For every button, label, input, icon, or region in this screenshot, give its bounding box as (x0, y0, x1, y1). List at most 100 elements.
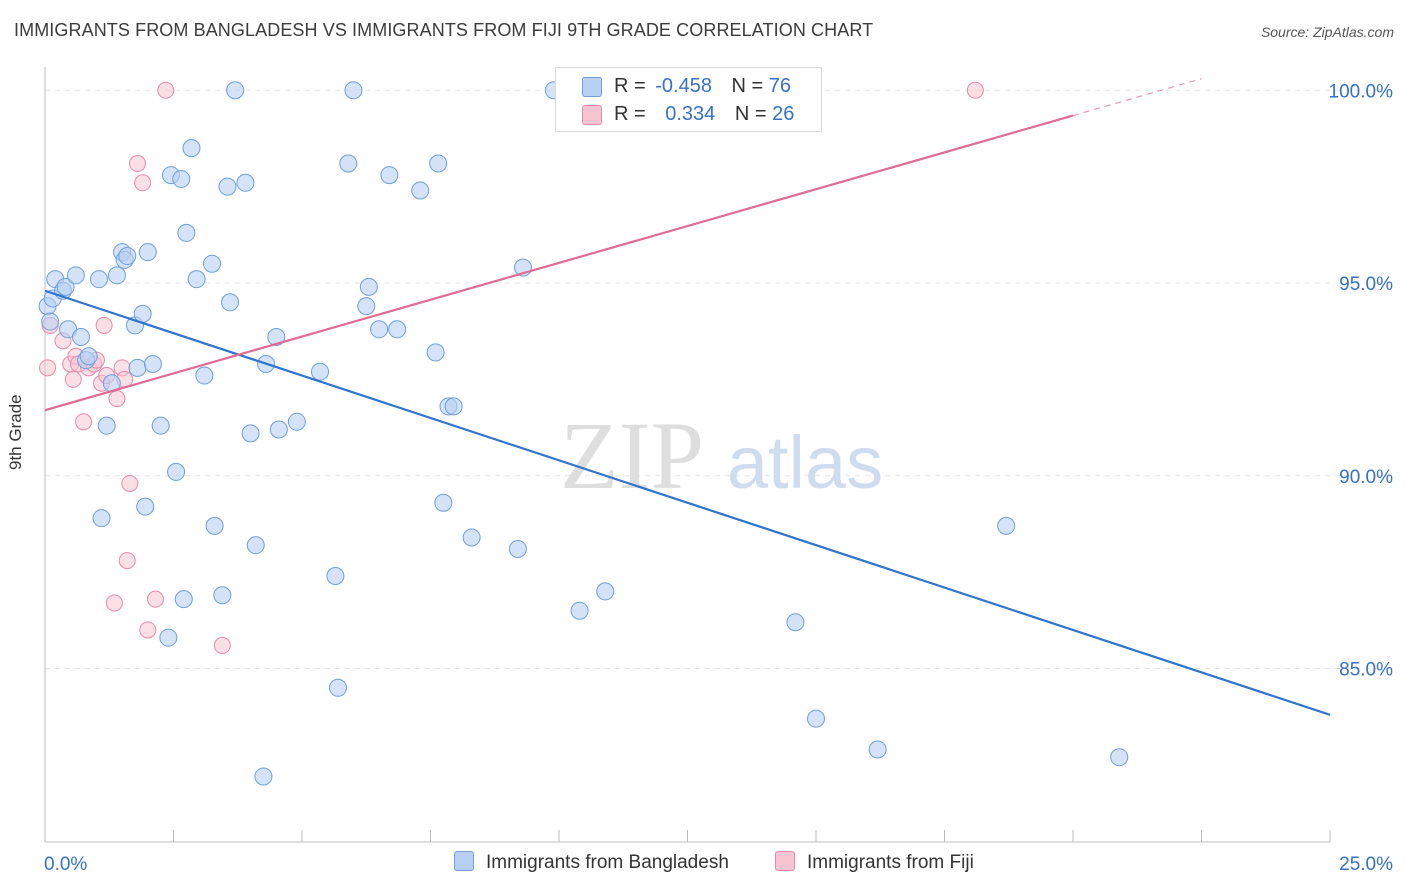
bangladesh-point (138, 243, 157, 262)
legend-r-label: R = (614, 103, 646, 125)
bangladesh-point (411, 181, 430, 200)
bangladesh-point (380, 166, 399, 185)
bangladesh-point (310, 362, 329, 381)
bangladesh-point (128, 358, 147, 377)
bottom-legend-swatch-fiji (775, 851, 795, 871)
bangladesh-point (172, 169, 191, 188)
bangladesh-point (195, 366, 214, 385)
fiji-point (105, 594, 123, 612)
bangladesh-point (71, 327, 90, 346)
bangladesh-point (213, 586, 232, 605)
fiji-point (129, 155, 147, 173)
watermark: ZIP atlas (560, 402, 883, 509)
bangladesh-point (218, 177, 237, 196)
bangladesh-point (444, 397, 463, 416)
x-tick-label: 25.0% (1339, 854, 1393, 875)
legend-swatch-bangladesh (582, 77, 602, 97)
bottom-legend-label-fiji: Immigrants from Fiji (807, 852, 974, 873)
bottom-legend-bangladesh[interactable]: Immigrants from Bangladesh (454, 851, 729, 874)
bangladesh-trendline (44, 289, 1331, 716)
bangladesh-point (56, 277, 75, 296)
bangladesh-point (205, 516, 224, 535)
fiji-point (118, 552, 136, 570)
bangladesh-point (426, 343, 445, 362)
fiji-point (95, 316, 113, 334)
bangladesh-point (508, 540, 527, 559)
bangladesh-point (786, 613, 805, 632)
fiji-point (39, 359, 57, 377)
bangladesh-point (462, 528, 481, 547)
bangladesh-point (1110, 748, 1129, 767)
axes (44, 67, 1331, 843)
legend-n-value: 76 (768, 75, 792, 97)
bangladesh-point (328, 678, 347, 697)
bangladesh-point (357, 297, 376, 316)
bangladesh-point (92, 509, 111, 528)
y-tick-label: 95.0% (1339, 274, 1393, 295)
x-tick-label: 0.0% (44, 854, 87, 875)
bangladesh-point (997, 516, 1016, 535)
bangladesh-point (868, 740, 887, 759)
bangladesh-point (167, 462, 186, 481)
bangladesh-point (429, 154, 448, 173)
y-axis-title: 9th Grade (6, 394, 25, 470)
bangladesh-point (177, 223, 196, 242)
fiji-point (121, 474, 139, 492)
fiji-point (108, 390, 126, 408)
watermark-zip: ZIP (560, 402, 704, 509)
bangladesh-points (38, 81, 1129, 786)
bangladesh-point (326, 567, 345, 586)
y-tick-label: 85.0% (1339, 660, 1393, 681)
stats-legend: R = -0.458 N = 76 R = 0.334 N = 26 (555, 67, 822, 132)
bangladesh-point (89, 270, 108, 289)
legend-swatch-fiji (582, 105, 602, 125)
bangladesh-point (203, 254, 222, 273)
bangladesh-point (143, 354, 162, 373)
fiji-point (213, 636, 231, 654)
bangladesh-point (254, 767, 273, 786)
legend-r-label: R = (614, 75, 646, 97)
bangladesh-point (174, 590, 193, 609)
bangladesh-point (221, 293, 240, 312)
bangladesh-point (151, 416, 170, 435)
bangladesh-point (807, 709, 825, 728)
legend-r-value: -0.458 (655, 75, 712, 97)
bangladesh-point (97, 416, 116, 435)
legend-r-value: 0.334 (665, 103, 716, 125)
legend-row-bangladesh: R = -0.458 N = 76 (614, 75, 791, 98)
bangladesh-point (226, 81, 245, 100)
bangladesh-point (339, 154, 358, 173)
fiji-point (75, 413, 93, 431)
bangladesh-point (236, 173, 255, 192)
bangladesh-point (182, 139, 201, 158)
legend-n-label: N = (734, 103, 767, 125)
y-tick-label: 100.0% (1329, 81, 1394, 102)
bangladesh-point (136, 497, 155, 516)
bangladesh-point (596, 582, 615, 601)
bangladesh-point (133, 304, 152, 323)
bangladesh-point (107, 266, 126, 285)
fiji-trendline-extension (1072, 78, 1202, 117)
bottom-legend-swatch-bangladesh (454, 851, 474, 871)
legend-n-value: 26 (772, 103, 795, 125)
chart-title: IMMIGRANTS FROM BANGLADESH VS IMMIGRANTS… (14, 20, 874, 40)
bangladesh-point (159, 628, 178, 647)
fiji-point (157, 81, 175, 99)
trendlines (44, 78, 1331, 716)
bottom-legend-fiji[interactable]: Immigrants from Fiji (775, 851, 974, 874)
gridlines (45, 89, 1395, 670)
bangladesh-point (79, 347, 98, 366)
bangladesh-point (434, 493, 453, 512)
chart-source: Source: ZipAtlas.com (1260, 24, 1394, 40)
bangladesh-point (359, 277, 378, 296)
bangladesh-point (287, 412, 306, 431)
fiji-point (134, 174, 152, 192)
fiji-point (966, 81, 984, 99)
fiji-point (64, 370, 82, 388)
bangladesh-point (187, 270, 206, 289)
legend-row-fiji: R = 0.334 N = 26 (614, 103, 794, 126)
bangladesh-point (344, 81, 363, 100)
fiji-point (139, 621, 157, 639)
bottom-legend-label-bangladesh: Immigrants from Bangladesh (486, 852, 729, 873)
